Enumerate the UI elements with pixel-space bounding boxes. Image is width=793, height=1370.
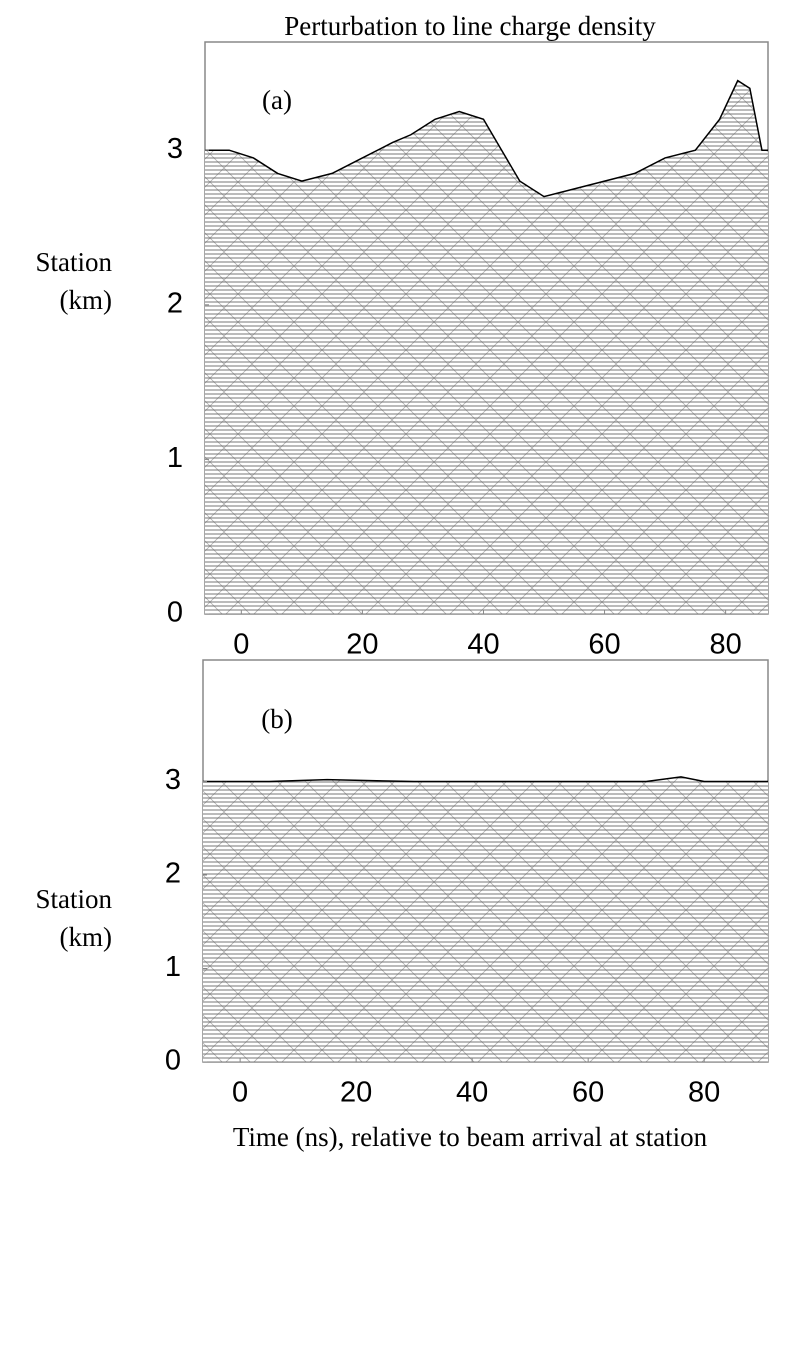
y-tick-label: 1 [167,442,183,474]
x-tick-label: 80 [709,629,741,661]
figure: 0123020406080(a)Station(km)Perturbation … [0,0,793,1370]
trace-texture [203,777,768,1062]
x-tick-label: 20 [346,629,378,661]
x-tick-label: 80 [688,1077,720,1109]
y-tick-label: 3 [165,764,181,796]
y-tick-label: 3 [167,133,183,165]
y-axis-label: (km) [60,285,112,315]
x-tick-label: 0 [232,1077,248,1109]
y-axis-label: (km) [60,922,112,952]
y-tick-label: 0 [167,597,183,629]
y-tick-label: 1 [165,951,181,983]
x-tick-label: 60 [588,629,620,661]
x-tick-label: 40 [467,629,499,661]
x-tick-label: 60 [572,1077,604,1109]
x-tick-label: 40 [456,1077,488,1109]
x-tick-label: 20 [340,1077,372,1109]
y-tick-label: 2 [165,858,181,890]
chart-title: Perturbation to line charge density [284,11,656,41]
panel-label: (a) [262,85,292,115]
y-tick-label: 2 [167,287,183,319]
y-axis-label: Station [35,247,112,277]
y-axis-label: Station [35,884,112,914]
y-tick-label: 0 [165,1045,181,1077]
panel-label: (b) [261,704,292,734]
x-axis-label: Time (ns), relative to beam arrival at s… [233,1122,708,1152]
x-tick-label: 0 [233,629,249,661]
